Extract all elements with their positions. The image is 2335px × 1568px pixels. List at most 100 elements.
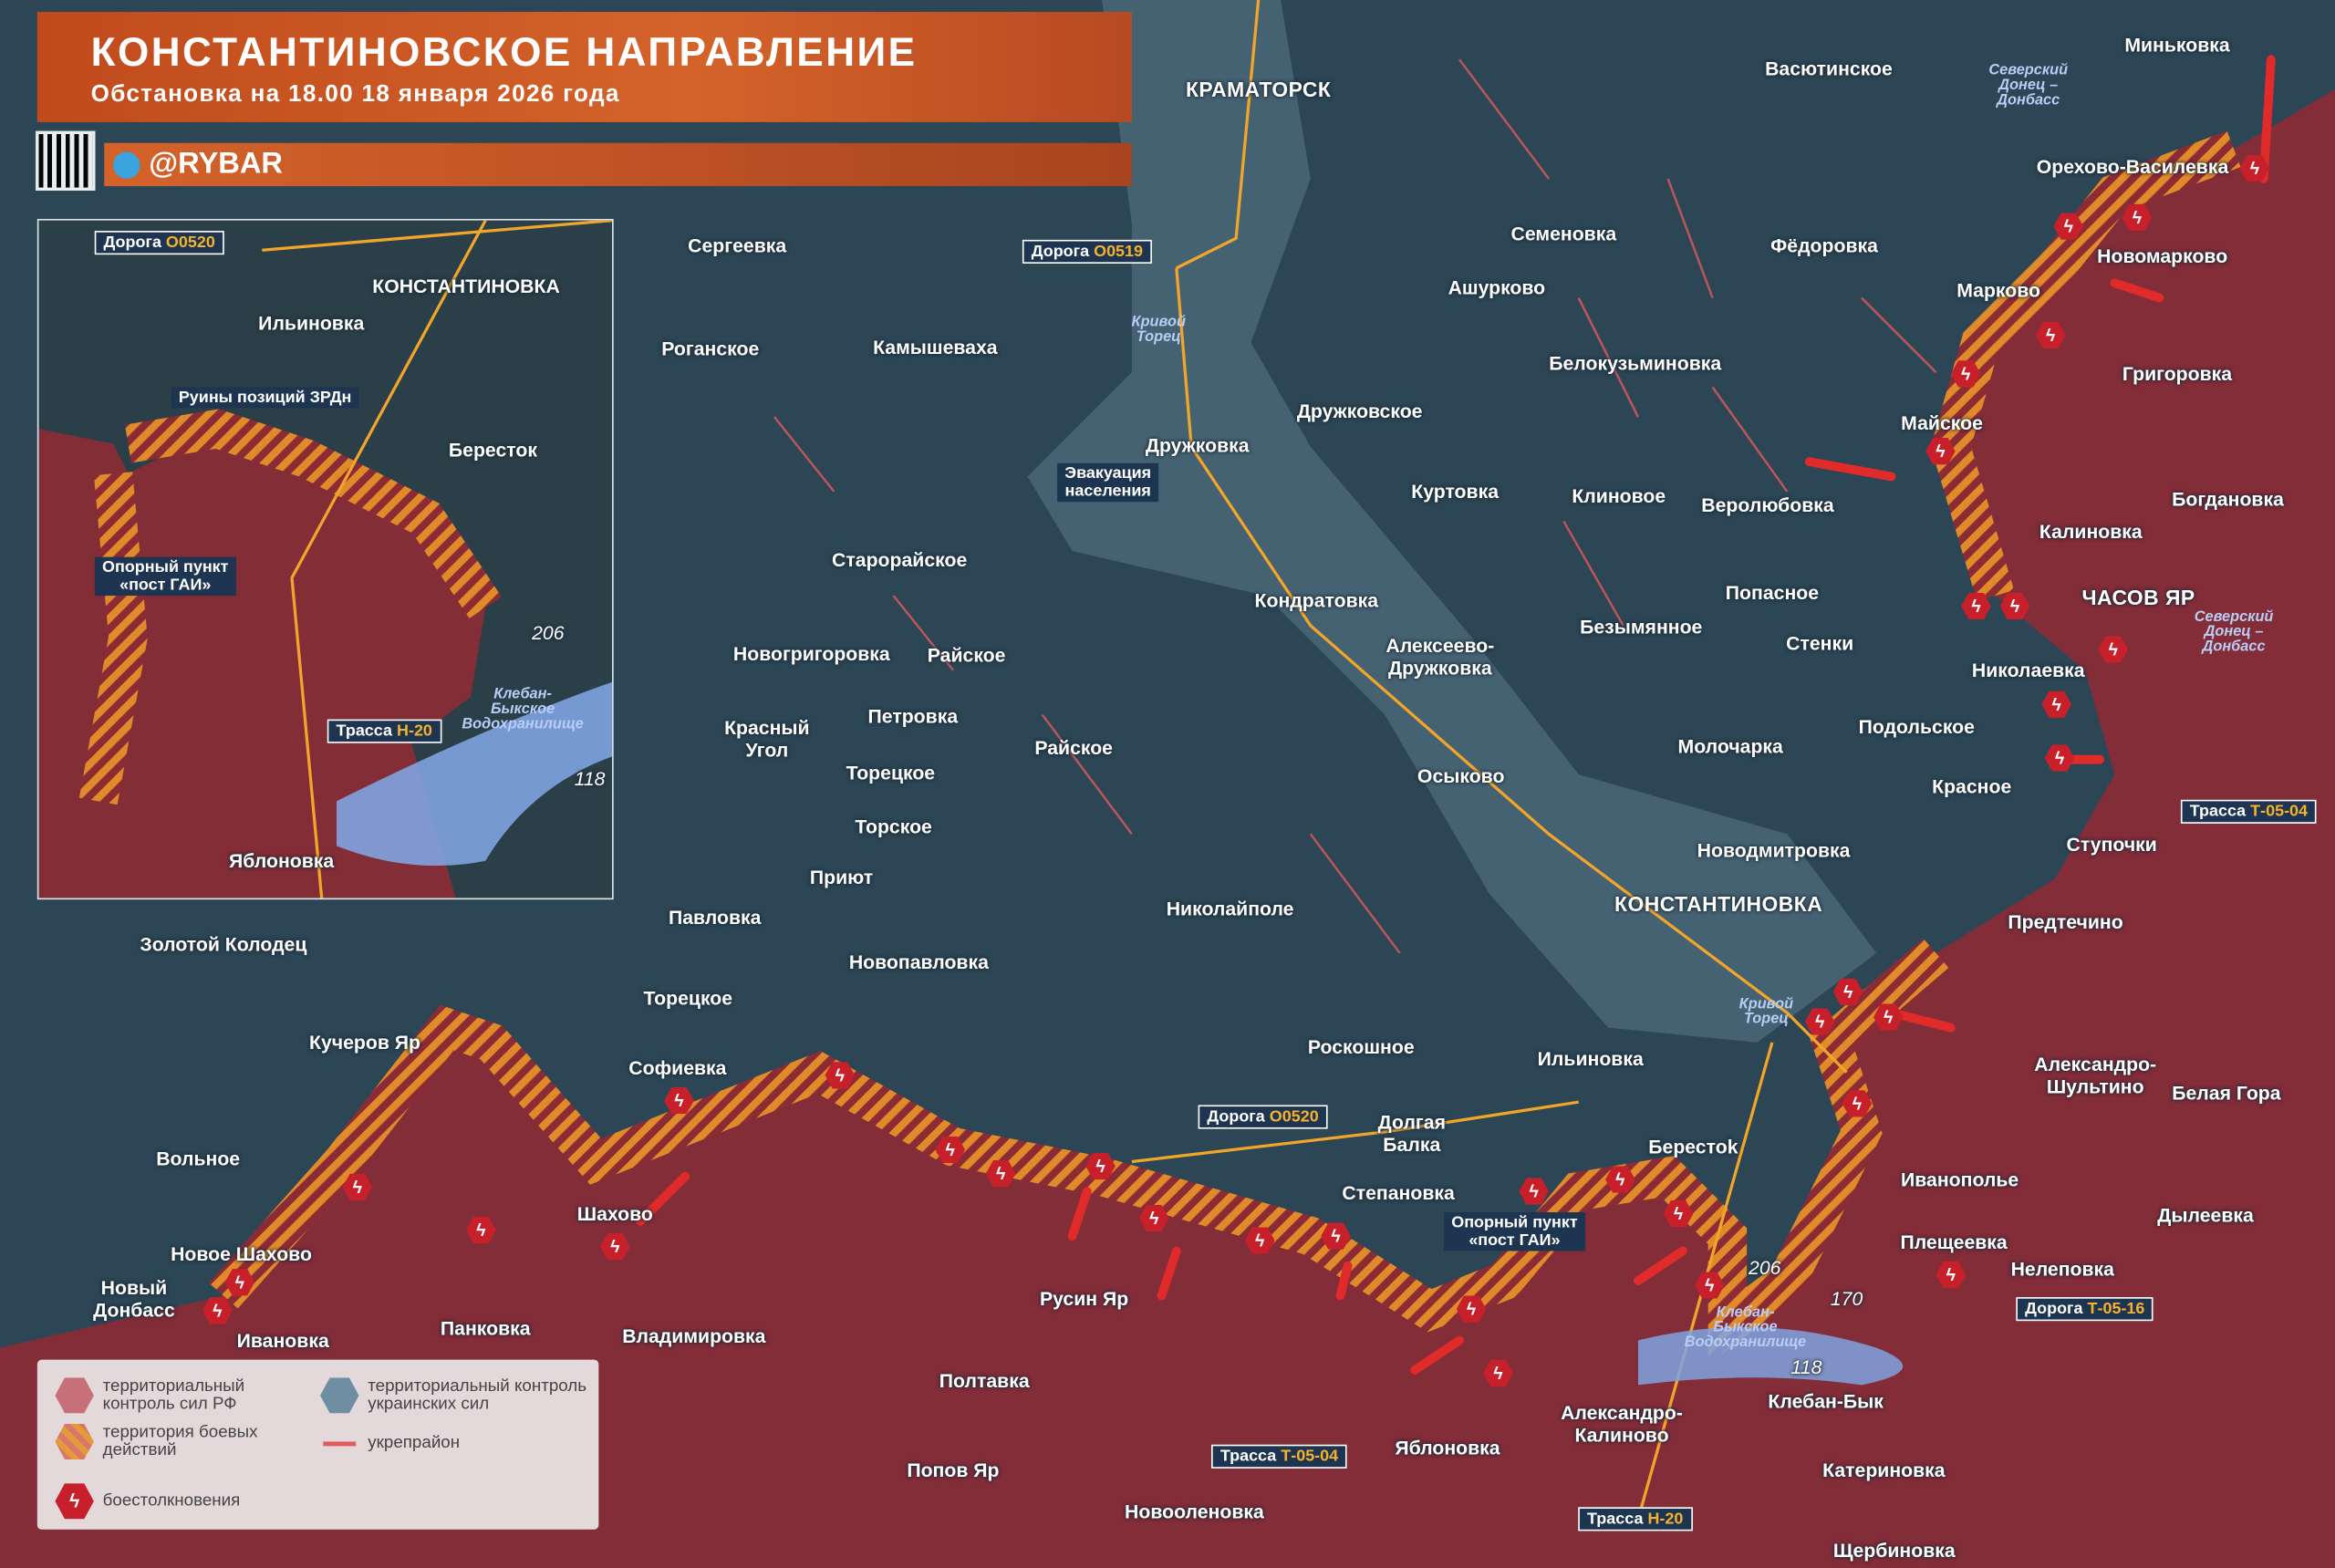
fortification-swatch-icon [323, 1441, 357, 1447]
place-village: Владимировка [622, 1324, 766, 1347]
place-village: Берестоk [1648, 1135, 1738, 1158]
place-village: Новый Донбасс [93, 1276, 175, 1322]
attack-arrow [1634, 1246, 1687, 1286]
place-village: Новодмитровка [1697, 839, 1851, 862]
place-village: Роганское [661, 337, 760, 360]
place-village: Катериновка [1822, 1459, 1946, 1481]
road-label: Трасса [336, 722, 392, 741]
place-village: Софиевка [628, 1056, 727, 1079]
ua-control-swatch-icon [320, 1377, 359, 1414]
place-village: Алексеево- Дружковка [1385, 634, 1495, 680]
place-height: 206 [1749, 1256, 1781, 1279]
ru-control-swatch-icon [55, 1377, 94, 1414]
legend-ua-control: территориальный контроль украинских сил [368, 1377, 587, 1414]
place-village: Плещеевка [1900, 1231, 2008, 1253]
place-village: Старорайское [832, 548, 968, 572]
place-road: Трасса Т-05-04 [2180, 799, 2317, 824]
place-height: 118 [1790, 1355, 1822, 1379]
place-village: Марково [1956, 279, 2040, 302]
inset-place-note: Руины позиций ЗРДн [171, 387, 359, 409]
brand-handle[interactable]: @RYBAR [149, 147, 284, 181]
attack-arrow [2110, 278, 2164, 303]
place-village: Красный Угол [724, 716, 810, 762]
place-village: Семеновка [1510, 223, 1617, 245]
place-village: Русин Яр [1039, 1287, 1129, 1310]
place-village: Торецкое [643, 986, 733, 1010]
place-village: Молочарка [1677, 734, 1783, 758]
place-village: Куртовка [1411, 480, 1500, 504]
road-label: Дорога [1031, 243, 1090, 261]
inset-place-village: Ильиновка [258, 312, 365, 335]
place-village: Калиновка [2039, 520, 2143, 544]
attack-arrow [636, 1171, 690, 1226]
place-village: Миньковка [2124, 33, 2230, 57]
page-title: КОНСТАНТИНОВСКОЕ НАПРАВЛЕНИЕ [90, 29, 918, 75]
place-village: Новое Шахово [171, 1242, 312, 1265]
page-subtitle: Обстановка на 18.00 18 января 2026 года [90, 81, 620, 108]
place-village: Кондратовка [1254, 588, 1379, 612]
place-road: Дорога О0519 [1022, 239, 1152, 264]
inset-place-note: Опорный пункт «пост ГАИ» [94, 556, 236, 597]
clash-swatch-icon: ϟ [55, 1483, 94, 1520]
place-road: Трасса Н-20 [1578, 1507, 1693, 1532]
attack-arrow [1335, 1261, 1353, 1301]
place-village: Ашурково [1448, 275, 1546, 299]
inset-road [262, 220, 613, 898]
road-number: Т-05-04 [2250, 803, 2309, 821]
legend-clash: боестолкновения [102, 1491, 241, 1511]
place-road: Дорога О0520 [1198, 1105, 1328, 1129]
clash-marker-icon: ϟ [1695, 1272, 1725, 1299]
legend: территориальный контроль сил РФ территор… [36, 1359, 599, 1530]
road-label: Дорога [1207, 1107, 1265, 1127]
place-village: Райское [927, 644, 1006, 667]
river [1637, 1326, 1904, 1386]
attack-arrow [1157, 1246, 1181, 1301]
place-village: Осыково [1417, 764, 1505, 787]
place-village: Клебан-Бык [1768, 1390, 1884, 1413]
place-village: Новопавловка [848, 950, 989, 973]
place-height: 170 [1830, 1287, 1863, 1310]
place-village: Стенки [1786, 632, 1854, 655]
place-village: Клиновое [1572, 484, 1666, 507]
place-river: Кривой Торец [1131, 314, 1186, 346]
place-village: Золотой Колодец [140, 932, 307, 956]
inset-place-village: Яблоновка [228, 849, 335, 872]
road-number: О0519 [1094, 243, 1144, 261]
place-village: Орехово-Василевка [2036, 155, 2229, 179]
place-city: КОНСТАНТИНОВКА [1614, 891, 1823, 917]
road [1131, 0, 1848, 1520]
place-village: Роскошное [1307, 1035, 1415, 1059]
place-village: Предтечино [2008, 910, 2123, 933]
road-label: Дорога [103, 234, 161, 252]
place-village: Белая Гора [2172, 1082, 2281, 1105]
inset-combat-zone [78, 409, 502, 805]
inset-river [336, 681, 613, 867]
place-village: Фёдоровка [1770, 234, 1878, 257]
combat-swatch-icon [55, 1423, 94, 1460]
attack-arrow [1804, 457, 1896, 482]
attack-arrow [1067, 1187, 1092, 1241]
road-number: О0520 [1269, 1107, 1319, 1127]
clash-marker-icon: ϟ [2098, 636, 2129, 663]
place-note: Эвакуация населения [1057, 462, 1159, 503]
inset-map-layer [38, 220, 613, 898]
place-village: Васютинское [1765, 57, 1893, 80]
brand-banner: @RYBAR [104, 142, 1132, 187]
place-village: Дылеевка [2157, 1204, 2254, 1227]
place-city: КРАМАТОРСК [1185, 77, 1332, 102]
place-village: Попасное [1725, 581, 1820, 605]
place-village: Александро- Калиново [1561, 1401, 1683, 1447]
place-village: Новомарково [2097, 244, 2228, 268]
russian-control-area [0, 89, 2335, 1568]
place-village: Подольское [1858, 715, 1975, 739]
inset-place-road: Трасса Н-20 [327, 719, 441, 743]
place-village: Нелеповка [2010, 1257, 2115, 1281]
place-note: Опорный пункт «пост ГАИ» [1444, 1212, 1585, 1251]
place-village: Долгая Балка [1377, 1110, 1446, 1156]
place-village: Дружковка [1145, 433, 1250, 457]
place-village: Щербиновка [1832, 1539, 1956, 1562]
road-label: Дорога [2025, 1300, 2083, 1318]
qr-code[interactable] [36, 130, 96, 191]
road-label: Трасса [1587, 1510, 1644, 1529]
